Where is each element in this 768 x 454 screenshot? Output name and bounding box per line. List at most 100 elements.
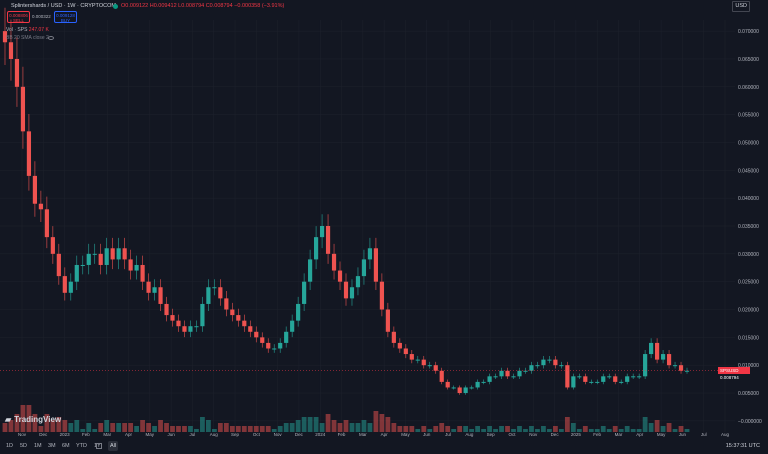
candle-body	[212, 287, 217, 289]
candle-body	[583, 376, 588, 382]
volume-bar	[511, 429, 516, 432]
bb-legend[interactable]: BB 20 SMA close 2	[6, 35, 49, 41]
volume-bar	[636, 429, 642, 432]
candle-body	[475, 381, 480, 388]
price-tick-label: 0.040000	[738, 196, 759, 202]
price-tick-label: 0.050000	[738, 140, 759, 146]
candle-body	[325, 226, 331, 254]
price-tick-label: 0.045000	[738, 168, 759, 174]
eye-icon[interactable]	[48, 36, 54, 40]
buy-button[interactable]: 0.009128 BUY	[54, 11, 77, 23]
candle-body	[439, 370, 444, 382]
time-tick-label: Mar	[615, 432, 623, 437]
sell-button[interactable]: 0.008806 SELL	[7, 11, 30, 23]
time-tick-label: May	[657, 432, 666, 437]
candle-body	[361, 259, 367, 277]
volume-bar	[349, 423, 355, 432]
candle-body	[104, 248, 109, 265]
volume-bar	[50, 420, 56, 432]
candle-body	[427, 365, 432, 367]
volume-bar	[56, 417, 62, 432]
time-tick-label: Jun	[167, 432, 175, 437]
volume-bar	[92, 429, 98, 432]
time-tick-label: Jun	[679, 432, 687, 437]
candle-body	[613, 376, 618, 382]
sell-label: SELL	[12, 18, 24, 23]
candle-body	[601, 376, 606, 382]
last-price-symbol: SPSUSD	[720, 368, 739, 374]
candle-body	[565, 365, 570, 388]
volume-bars	[2, 405, 690, 432]
chart-grid	[0, 20, 735, 432]
price-tick-label: 0.055000	[738, 113, 759, 119]
tradingview-logo[interactable]: ▰ TradingView	[5, 415, 61, 424]
volume-bar	[505, 426, 510, 432]
candle-body	[158, 287, 163, 304]
volume-bar	[271, 429, 277, 432]
candle-body	[313, 237, 319, 260]
candle-body	[343, 281, 349, 299]
candle-body	[349, 287, 355, 299]
candle-body	[134, 264, 139, 271]
volume-bar	[140, 420, 145, 432]
volume-value: 247.07 K	[28, 27, 49, 33]
volume-bar	[648, 423, 654, 432]
volume-bar	[421, 426, 427, 432]
volume-bar	[684, 429, 690, 432]
timeframe-3m[interactable]: 3M	[48, 443, 56, 449]
candle-body	[182, 326, 187, 332]
candle-body	[62, 276, 67, 293]
volume-bar	[499, 426, 504, 432]
candle-body	[469, 387, 474, 389]
candle-body	[421, 359, 426, 366]
timeframe-5d[interactable]: 5D	[20, 443, 28, 449]
candle-body	[110, 248, 115, 260]
volume-bar	[259, 426, 265, 432]
volume-bar	[427, 429, 433, 432]
utc-clock[interactable]: 15:37:31 UTC	[725, 443, 760, 449]
volume-bar	[630, 429, 636, 432]
volume-legend[interactable]: Vol · SPS 247.07 K	[6, 27, 49, 33]
volume-bar	[547, 429, 552, 432]
calendar-icon[interactable]	[96, 443, 102, 449]
symbol-title[interactable]: Splintershards / USD · 1W · CRYPTOCOM	[11, 3, 116, 9]
volume-bar	[229, 426, 235, 432]
timeframe-ytd[interactable]: YTD	[76, 443, 87, 449]
timeframe-1m[interactable]: 1M	[34, 443, 42, 449]
candle-body	[74, 264, 79, 282]
candle-body	[660, 354, 666, 360]
price-tick-label: 0.070000	[738, 29, 759, 35]
candle-body	[170, 315, 175, 321]
currency-selector[interactable]: USD	[732, 1, 750, 12]
time-tick-label: Jul	[445, 432, 451, 437]
volume-bar	[325, 414, 331, 432]
volume-bar	[337, 423, 343, 432]
volume-bar	[283, 423, 289, 432]
volume-bar	[98, 423, 104, 432]
volume-bar	[397, 426, 403, 432]
volume-bar	[80, 429, 86, 432]
time-tick-label: May	[146, 432, 155, 437]
candles	[2, 7, 690, 395]
time-tick-label: Nov	[529, 432, 538, 437]
volume-bar	[289, 423, 295, 432]
volume-bar	[319, 423, 325, 432]
candle-body	[499, 370, 504, 377]
candle-body	[619, 381, 624, 383]
candle-body	[122, 248, 127, 260]
candle-body	[445, 381, 450, 388]
tv-logo-icon: ▰	[5, 415, 12, 424]
candle-body	[260, 337, 265, 343]
volume-bar	[564, 417, 570, 432]
volume-bar	[8, 420, 14, 432]
candle-body	[511, 376, 516, 378]
volume-bar	[146, 423, 151, 432]
timeframe-all[interactable]: All	[108, 441, 119, 451]
timeframe-6m[interactable]: 6M	[62, 443, 70, 449]
candle-body	[68, 281, 73, 293]
timeframe-1y[interactable]: 1Y	[94, 443, 101, 449]
volume-bar	[86, 423, 92, 432]
candle-body	[284, 331, 289, 343]
timeframe-1d[interactable]: 1D	[6, 443, 14, 449]
